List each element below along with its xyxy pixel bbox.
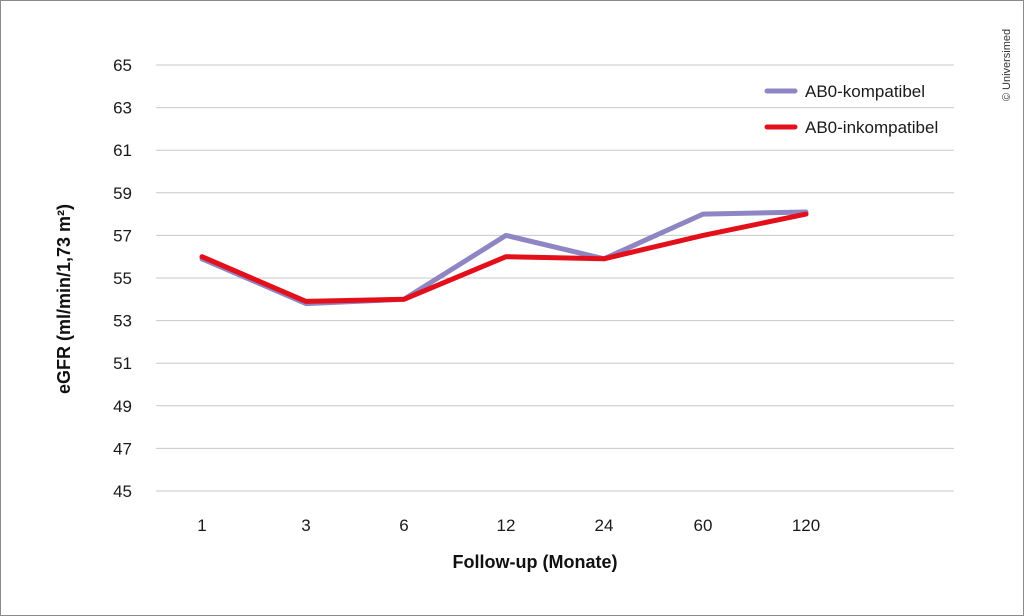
x-tick-label: 120	[792, 516, 820, 535]
gridlines	[156, 64, 954, 492]
x-tick-label: 12	[497, 516, 516, 535]
y-tick-label: 55	[113, 269, 132, 288]
x-tick-label: 1	[197, 516, 206, 535]
x-tick-labels: 1 3 6 12 24 60 120	[197, 516, 820, 535]
y-tick-labels: 45 47 49 51 53 55 57 59 61 63 65	[113, 56, 132, 501]
y-tick-label: 45	[113, 482, 132, 501]
series-line	[199, 211, 809, 304]
y-tick-label: 47	[113, 439, 132, 458]
x-tick-label: 6	[399, 516, 408, 535]
x-axis-title: Follow-up (Monate)	[453, 552, 618, 572]
x-tick-label: 60	[694, 516, 713, 535]
y-tick-label: 57	[113, 226, 132, 245]
y-tick-label: 63	[113, 99, 132, 118]
copyright-credit: © Universimed	[1001, 29, 1013, 101]
y-tick-label: 49	[113, 397, 132, 416]
legend: AB0-kompatibel AB0-inkompatibel	[764, 82, 938, 137]
y-axis-title: eGFR (ml/min/1,73 m²)	[54, 204, 74, 394]
y-tick-label: 51	[113, 354, 132, 373]
y-tick-label: 65	[113, 56, 132, 75]
y-tick-label: 59	[113, 184, 132, 203]
series-lines	[199, 209, 809, 307]
legend-label: AB0-kompatibel	[805, 82, 925, 101]
x-tick-label: 24	[595, 516, 614, 535]
legend-label: AB0-inkompatibel	[805, 118, 938, 137]
y-tick-label: 53	[113, 312, 132, 331]
x-tick-label: 3	[301, 516, 310, 535]
y-tick-label: 61	[113, 141, 132, 160]
